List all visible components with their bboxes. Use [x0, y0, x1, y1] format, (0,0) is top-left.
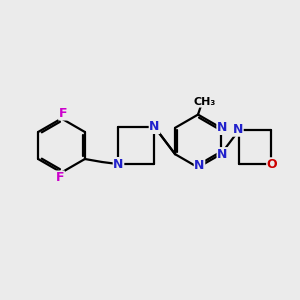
Text: N: N: [233, 123, 243, 136]
Text: N: N: [217, 121, 228, 134]
Text: F: F: [59, 107, 67, 120]
Text: N: N: [149, 120, 160, 134]
Text: N: N: [194, 159, 205, 172]
Text: CH₃: CH₃: [194, 97, 216, 107]
Text: N: N: [217, 148, 228, 161]
Text: O: O: [267, 158, 278, 171]
Text: N: N: [113, 158, 124, 171]
Text: N: N: [217, 121, 228, 134]
Text: F: F: [56, 171, 64, 184]
